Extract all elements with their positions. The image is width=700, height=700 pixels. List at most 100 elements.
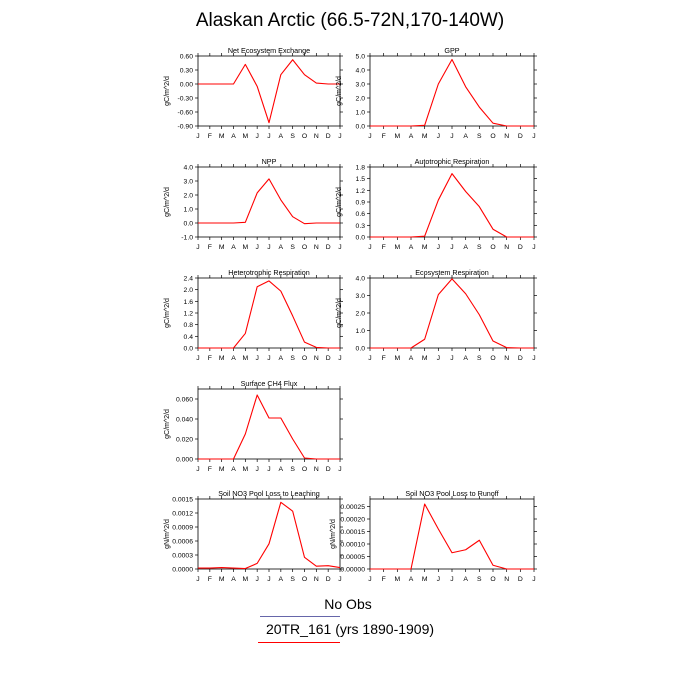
x-tick-label: M xyxy=(242,244,248,251)
y-tick-label: 1.0 xyxy=(184,207,194,214)
chart-panel-9: Soil NO3 Pool Loss to RunoffgN/m^2/d0.00… xyxy=(330,489,537,583)
x-tick-label: M xyxy=(242,466,248,473)
x-tick-label: N xyxy=(504,244,509,251)
y-tick-label: 0.020 xyxy=(176,437,193,444)
x-tick-label: O xyxy=(302,244,307,251)
x-tick-label: J xyxy=(255,576,258,583)
x-tick-label: M xyxy=(422,576,428,583)
x-tick-label: J xyxy=(196,133,199,140)
x-tick-label: S xyxy=(477,576,482,583)
y-tick-label: 4.0 xyxy=(184,165,194,172)
y-tick-label: 2.4 xyxy=(184,276,194,283)
legend-model-line xyxy=(258,642,340,643)
y-tick-label: 2.0 xyxy=(184,287,194,294)
x-tick-label: A xyxy=(409,576,414,583)
figure-title: Alaskan Arctic (66.5-72N,170-140W) xyxy=(195,10,505,31)
x-tick-label: F xyxy=(382,133,386,140)
x-tick-label: N xyxy=(314,244,319,251)
x-tick-label: A xyxy=(279,133,284,140)
y-tick-label: 0.6 xyxy=(356,211,366,218)
y-tick-label: 3.0 xyxy=(184,179,194,186)
x-tick-label: S xyxy=(477,244,482,251)
y-axis-label: gC/m^2/d xyxy=(164,187,171,217)
x-tick-label: A xyxy=(279,466,284,473)
x-tick-label: J xyxy=(450,133,453,140)
y-axis-label: gN/m^2/d xyxy=(330,519,337,549)
series-line xyxy=(370,58,534,127)
x-tick-label: M xyxy=(242,355,248,362)
y-tick-label: 0.00000 xyxy=(340,567,365,574)
x-tick-label: O xyxy=(490,576,495,583)
x-tick-label: J xyxy=(338,244,341,251)
x-tick-label: M xyxy=(219,466,225,473)
y-tick-label: 0.0009 xyxy=(172,525,193,532)
y-tick-label: 0.30 xyxy=(180,68,193,75)
series-line xyxy=(198,394,340,460)
x-tick-label: N xyxy=(504,355,509,362)
panel-title: Soil NO3 Pool Loss to Runoff xyxy=(405,489,498,498)
x-tick-label: J xyxy=(450,355,453,362)
x-tick-label: S xyxy=(290,576,295,583)
x-tick-label: J xyxy=(368,244,371,251)
panel-title: Net Ecosystem Exchange xyxy=(228,46,310,55)
x-tick-label: D xyxy=(518,355,523,362)
y-tick-label: 1.0 xyxy=(356,110,366,117)
x-tick-label: J xyxy=(267,133,270,140)
x-tick-label: D xyxy=(326,576,331,583)
x-tick-label: J xyxy=(437,133,440,140)
x-tick-label: J xyxy=(338,355,341,362)
x-tick-label: S xyxy=(290,244,295,251)
x-tick-label: O xyxy=(490,244,495,251)
plot-frame xyxy=(197,166,341,238)
legend-model-label: 20TR_161 (yrs 1890-1909) xyxy=(265,621,435,637)
series-line xyxy=(198,178,340,225)
y-tick-label: 0.0 xyxy=(356,235,366,242)
y-tick-label: -0.60 xyxy=(178,110,194,117)
y-tick-label: 1.6 xyxy=(184,299,194,306)
y-tick-label: 5.0 xyxy=(356,54,366,61)
x-tick-label: A xyxy=(463,244,468,251)
x-tick-label: M xyxy=(242,576,248,583)
y-axis-label: gC/m^2/d xyxy=(336,187,343,217)
x-tick-label: J xyxy=(532,355,535,362)
y-tick-label: 0.00020 xyxy=(340,517,365,524)
x-tick-label: J xyxy=(196,355,199,362)
x-tick-label: A xyxy=(279,355,284,362)
x-tick-label: M xyxy=(422,355,428,362)
series-line xyxy=(370,173,534,238)
y-tick-label: 0.060 xyxy=(176,397,193,404)
x-tick-label: S xyxy=(477,133,482,140)
y-tick-label: 2.0 xyxy=(356,311,366,318)
y-tick-label: 1.2 xyxy=(184,311,194,318)
plot-frame xyxy=(369,498,535,570)
panel-title: GPP xyxy=(444,46,459,55)
x-tick-label: J xyxy=(196,466,199,473)
y-tick-label: 4.0 xyxy=(356,276,366,283)
x-tick-label: J xyxy=(267,355,270,362)
chart-panel-5: Heterotrophic Respiration gC/m^2/d 0.0 0.4 0… xyxy=(164,268,343,362)
chart-panel-7: Surface CH4 Flux gC/m^2/d 0.000 0.020 0.040 0… xyxy=(164,379,343,473)
x-tick-label: M xyxy=(422,244,428,251)
chart-panel-6: Ecosystem Respiration gC/m^2/d 0.0 1.0 2.0 3.… xyxy=(336,268,537,362)
y-tick-label: 0.00010 xyxy=(340,542,365,549)
x-tick-label: M xyxy=(394,355,400,362)
y-axis-label: gC/m^2/d xyxy=(336,298,343,328)
x-tick-label: N xyxy=(314,355,319,362)
chart-panel-4: Autotrophic Respiration gC/m^2/d 0.0 0.3 0.6… xyxy=(336,157,537,251)
x-tick-label: J xyxy=(532,133,535,140)
y-tick-label: 0.00005 xyxy=(340,554,365,561)
series-line xyxy=(370,278,534,349)
chart-panel-1: Net Ecosystem Exchange gC/m^2/d -0.90 -0.60… xyxy=(164,46,343,140)
x-tick-label: M xyxy=(242,133,248,140)
x-tick-label: M xyxy=(219,355,225,362)
y-tick-label: 3.0 xyxy=(356,293,366,300)
x-tick-label: O xyxy=(302,133,307,140)
x-tick-label: N xyxy=(314,576,319,583)
x-tick-label: J xyxy=(267,466,270,473)
y-tick-label: 0.9 xyxy=(356,200,366,207)
x-tick-label: D xyxy=(518,133,523,140)
x-tick-label: F xyxy=(208,576,212,583)
x-tick-label: A xyxy=(231,133,236,140)
y-tick-label: 0.8 xyxy=(184,322,194,329)
x-tick-label: F xyxy=(382,355,386,362)
